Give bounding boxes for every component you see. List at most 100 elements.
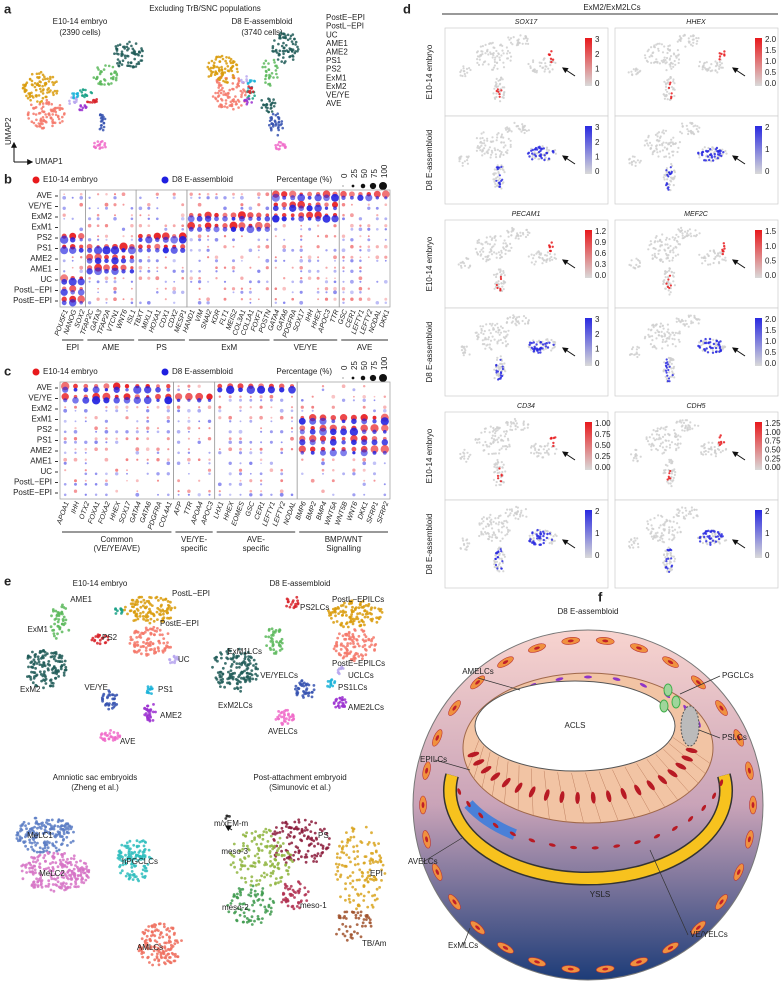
expression-point bbox=[496, 88, 499, 91]
expression-dot bbox=[198, 269, 201, 273]
expression-dot bbox=[362, 405, 366, 409]
expression-dot bbox=[139, 196, 142, 200]
cell-point bbox=[661, 51, 665, 54]
cell-point bbox=[672, 65, 675, 68]
expression-point bbox=[496, 168, 499, 171]
cell-point bbox=[493, 60, 496, 64]
cell-point bbox=[530, 451, 533, 454]
cell-point bbox=[522, 428, 525, 431]
cell-point bbox=[474, 438, 477, 441]
cell-point bbox=[28, 95, 32, 99]
cell-point bbox=[173, 659, 177, 663]
cell-point bbox=[679, 419, 682, 422]
cell-point bbox=[550, 255, 553, 259]
expression-dot bbox=[342, 266, 345, 269]
expression-dot bbox=[320, 449, 326, 456]
expression-point bbox=[665, 560, 668, 563]
cell-point bbox=[41, 105, 45, 108]
cell-point bbox=[462, 262, 466, 265]
cell-point bbox=[495, 373, 498, 376]
cell-point bbox=[493, 168, 496, 171]
cell-point bbox=[270, 72, 274, 75]
cell-point bbox=[30, 72, 34, 76]
cell-point bbox=[630, 70, 633, 73]
cell-point bbox=[51, 124, 54, 128]
cell-point bbox=[532, 60, 535, 64]
expression-dot bbox=[341, 419, 346, 424]
cell-point bbox=[700, 256, 703, 259]
expression-dot bbox=[121, 269, 126, 274]
cell-point bbox=[277, 116, 281, 119]
cell-point bbox=[681, 424, 684, 427]
expression-dot bbox=[63, 270, 66, 273]
feature-plot-frame bbox=[614, 411, 779, 501]
cell-point bbox=[656, 61, 659, 64]
expression-dot bbox=[156, 405, 160, 409]
cell-point bbox=[675, 420, 679, 423]
cell-point bbox=[705, 61, 708, 64]
cell-point bbox=[498, 557, 501, 560]
expression-dot bbox=[218, 409, 222, 413]
expression-point bbox=[709, 543, 712, 546]
expression-dot bbox=[325, 266, 328, 269]
expression-point bbox=[721, 252, 724, 256]
expression-dot bbox=[207, 245, 210, 248]
cell-point bbox=[554, 149, 557, 152]
cell-point bbox=[645, 139, 648, 142]
cell-point bbox=[512, 36, 515, 39]
cell-point bbox=[535, 69, 539, 72]
cell-point bbox=[231, 65, 234, 68]
cell-point bbox=[503, 330, 506, 333]
expression-dot bbox=[198, 238, 202, 242]
expression-point bbox=[666, 380, 670, 383]
expression-dot bbox=[257, 249, 260, 252]
cell-point bbox=[137, 62, 141, 66]
colorbar-tick-label: 0.3 bbox=[595, 260, 607, 269]
cell-point bbox=[686, 426, 690, 429]
expression-dot bbox=[309, 428, 316, 435]
cell-point bbox=[706, 69, 709, 72]
cell-point bbox=[480, 144, 483, 147]
cell-point bbox=[493, 147, 496, 150]
cell-point bbox=[58, 108, 62, 111]
expression-point bbox=[496, 551, 499, 554]
expression-dot bbox=[367, 235, 370, 238]
cell-point bbox=[655, 447, 658, 451]
colorbar-tick-label: 3 bbox=[595, 35, 600, 44]
cell-point bbox=[133, 641, 137, 644]
cell-point bbox=[42, 110, 45, 114]
cell-point bbox=[143, 630, 147, 634]
cell-point bbox=[655, 148, 658, 151]
colorbar bbox=[755, 318, 762, 366]
cell-point bbox=[628, 157, 631, 160]
cell-point bbox=[493, 96, 496, 99]
expression-dot bbox=[113, 276, 117, 280]
expression-dot bbox=[105, 472, 108, 476]
cell-point bbox=[664, 471, 667, 474]
expression-dot bbox=[155, 192, 159, 196]
cell-point bbox=[722, 258, 726, 261]
expression-point bbox=[720, 52, 723, 56]
cell-point bbox=[553, 253, 556, 256]
cell-point bbox=[509, 425, 512, 428]
expression-point bbox=[531, 152, 534, 155]
cell-point bbox=[674, 254, 677, 257]
cell-point bbox=[668, 156, 671, 159]
colorbar-tick-label: 2 bbox=[595, 330, 600, 339]
expression-dot bbox=[138, 265, 143, 270]
colorbar bbox=[585, 38, 592, 86]
cell-point bbox=[689, 314, 692, 317]
cell-point bbox=[277, 148, 280, 151]
cell-point bbox=[275, 51, 279, 54]
cell-point bbox=[651, 433, 654, 436]
cell-point bbox=[703, 146, 706, 149]
cell-point bbox=[50, 614, 53, 618]
expression-dot bbox=[138, 233, 143, 239]
cell-point bbox=[495, 156, 498, 159]
cell-point bbox=[500, 282, 503, 285]
legend-label: UC bbox=[326, 30, 338, 39]
cell-point bbox=[53, 634, 56, 638]
expression-dot bbox=[181, 266, 184, 269]
expression-dot bbox=[240, 287, 244, 290]
expression-dot bbox=[187, 493, 190, 496]
